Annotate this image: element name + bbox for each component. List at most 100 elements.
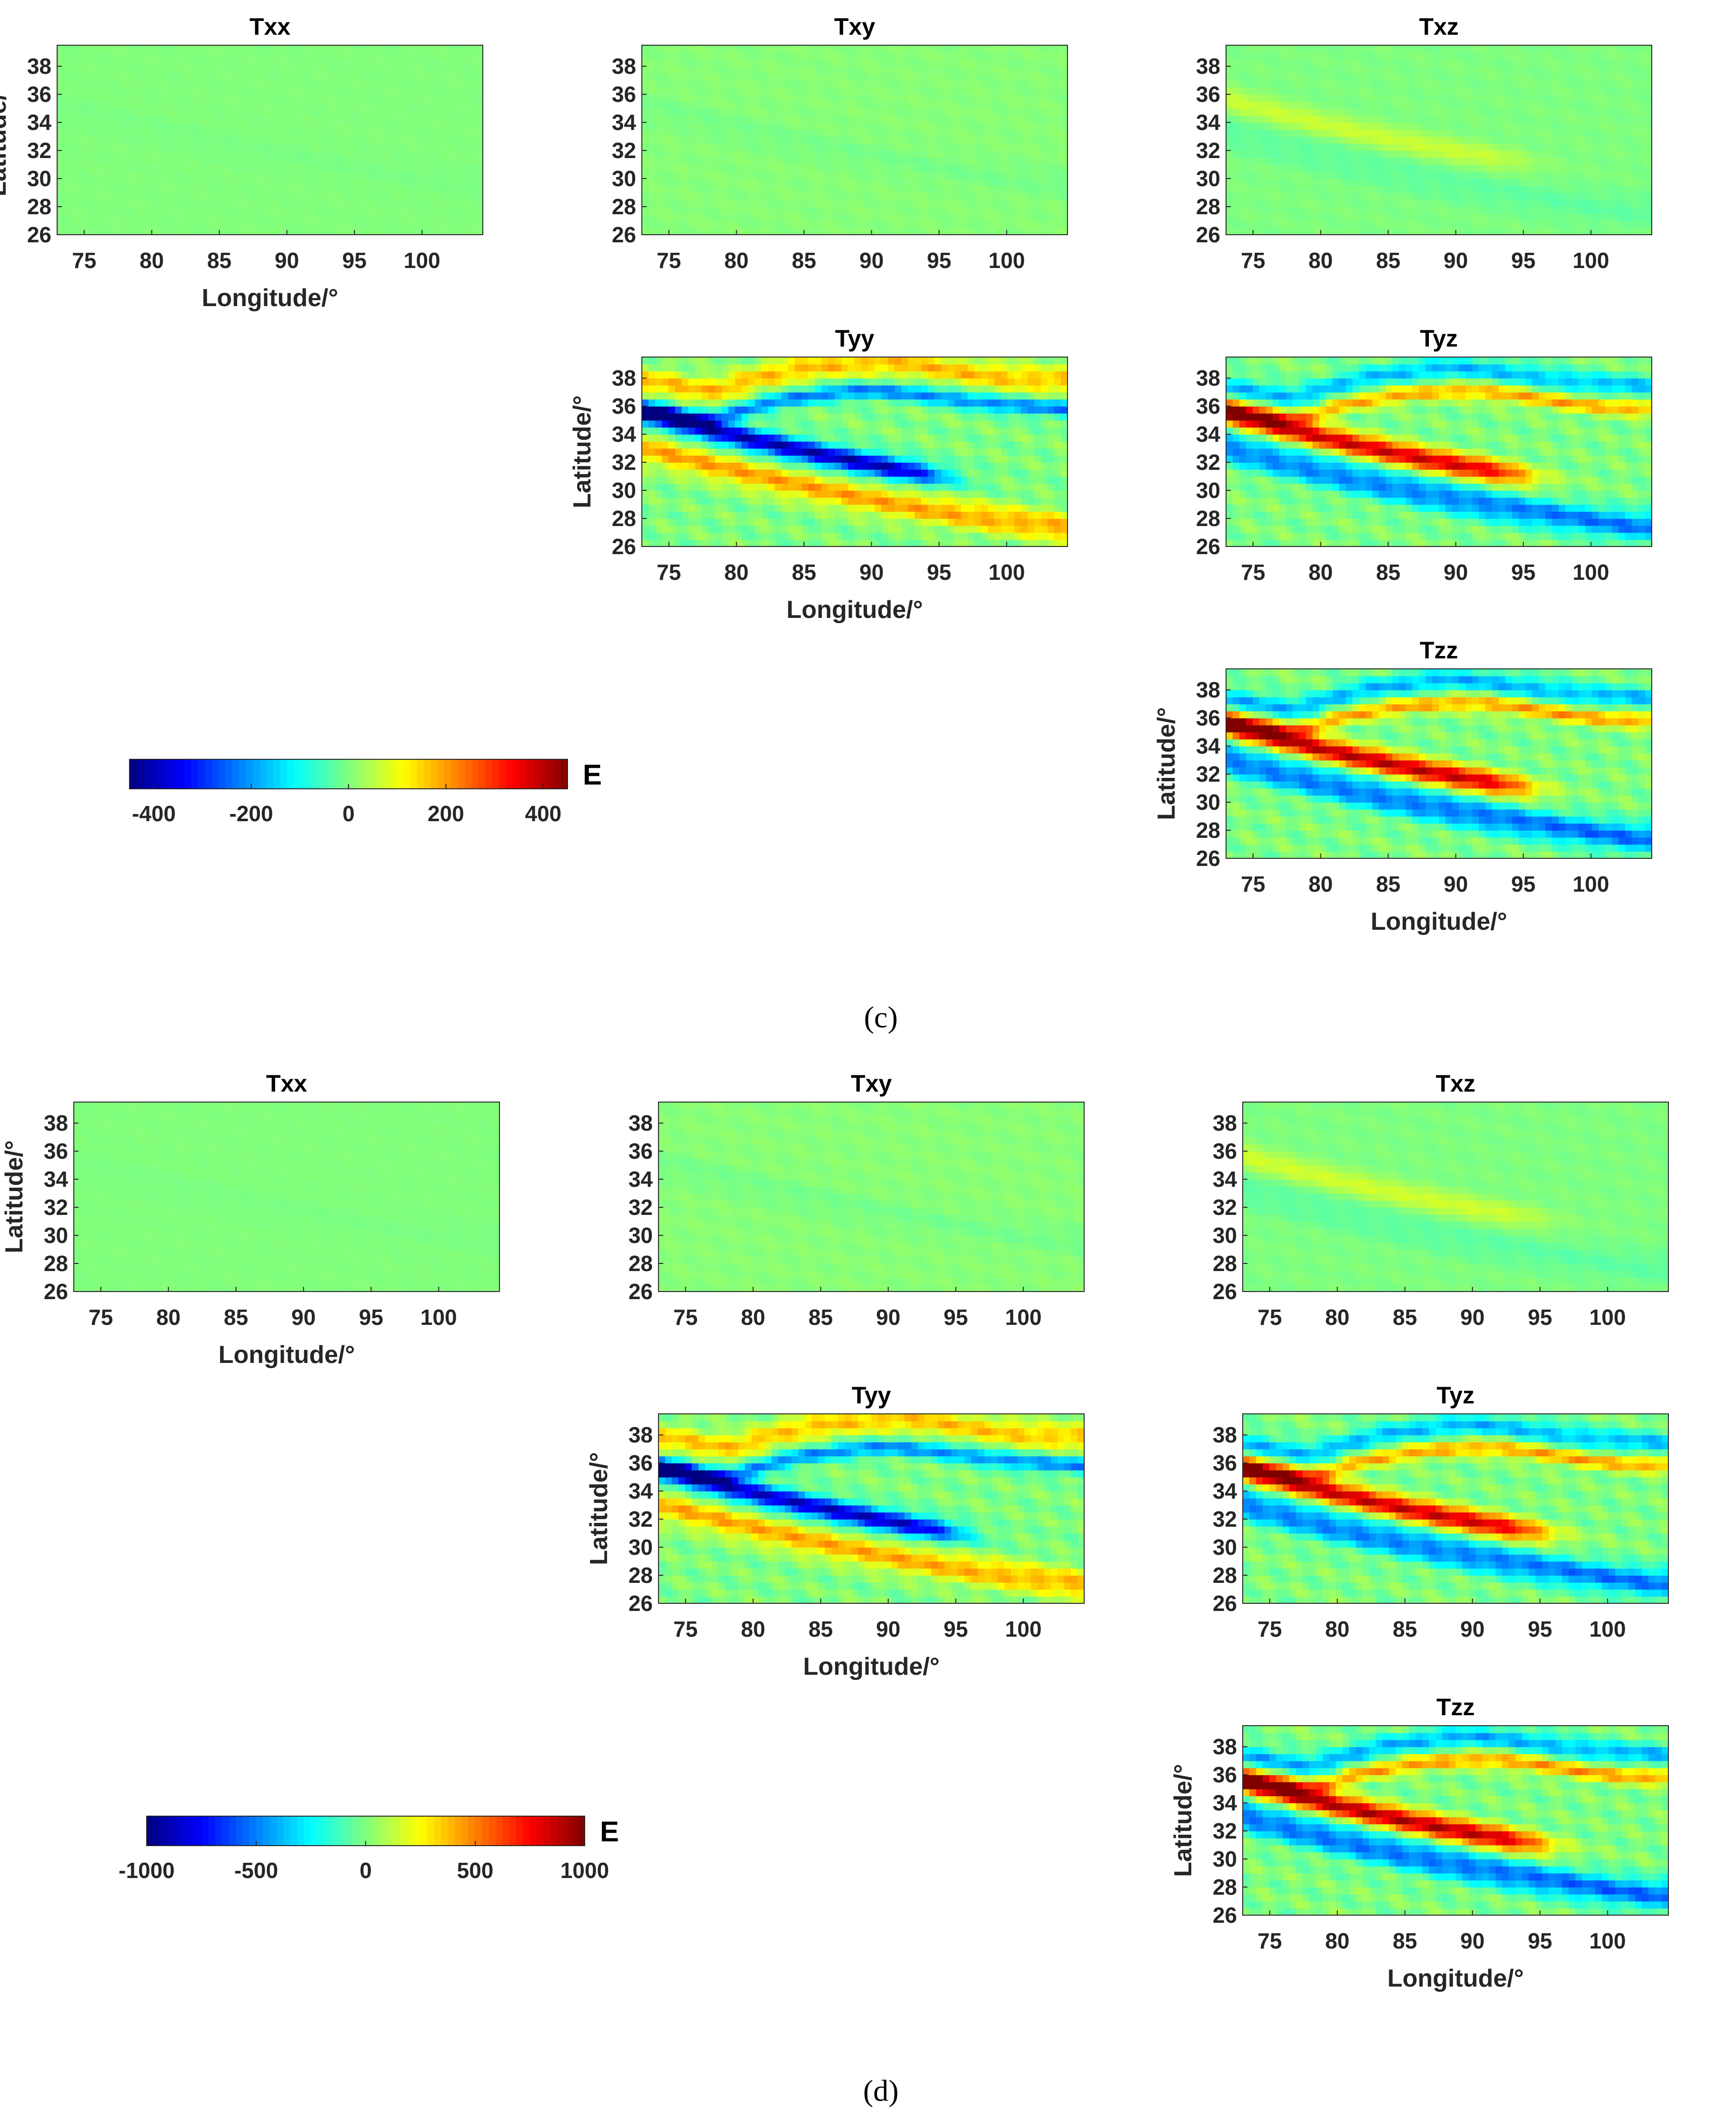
heat-cell: [941, 164, 948, 172]
heat-cell: [1432, 122, 1439, 130]
heat-cell: [761, 94, 769, 102]
heat-cell: [648, 179, 656, 186]
heat-cell: [323, 80, 330, 88]
heat-cell: [788, 164, 796, 172]
heat-cell: [941, 228, 948, 235]
heat-cell: [77, 94, 84, 102]
heat-cell: [197, 45, 204, 53]
heat-cell: [389, 185, 397, 193]
heat-cell: [463, 199, 470, 207]
heat-cell: [223, 94, 230, 102]
heat-cell: [1048, 115, 1055, 123]
heat-cell: [1054, 115, 1061, 123]
heat-cell: [1326, 150, 1333, 158]
heat-cell: [1379, 115, 1387, 123]
heat-cell: [416, 59, 424, 67]
heat-cell: [1352, 59, 1360, 67]
heat-cell: [1352, 101, 1360, 109]
heat-cell: [1419, 122, 1426, 130]
heat-cell: [416, 157, 424, 165]
heat-cell: [1538, 185, 1546, 193]
heat-cell: [821, 80, 828, 88]
heat-cell: [1406, 199, 1413, 207]
heat-cell: [476, 171, 483, 179]
heat-cell: [1041, 150, 1048, 158]
heat-cell: [183, 220, 191, 229]
heat-cell: [1532, 136, 1539, 144]
heat-cell: [994, 59, 1002, 67]
heat-cell: [210, 199, 218, 207]
heat-cell: [336, 129, 344, 137]
heat-cell: [1379, 228, 1387, 235]
heat-cell: [1558, 199, 1566, 207]
heat-cell: [748, 150, 756, 158]
heat-cell: [1292, 101, 1300, 109]
heat-cell: [908, 52, 915, 60]
heat-cell: [143, 87, 151, 95]
heat-cell: [1386, 101, 1393, 109]
heat-cell: [708, 108, 716, 116]
heat-cell: [755, 171, 762, 179]
heat-cell: [409, 108, 417, 116]
heat-cell: [456, 108, 463, 116]
heat-cell: [117, 220, 124, 229]
heat-cell: [203, 73, 211, 81]
heat-cell: [1472, 136, 1479, 144]
heat-cell: [815, 45, 822, 53]
heat-cell: [1472, 52, 1479, 60]
heat-cell: [981, 136, 988, 144]
heat-cell: [336, 150, 344, 158]
heat-cell: [1366, 45, 1373, 53]
heat-cell: [429, 199, 437, 207]
heat-cell: [1366, 164, 1373, 172]
heat-cell: [90, 220, 98, 229]
heat-cell: [103, 94, 111, 102]
heat-cell: [1239, 45, 1247, 53]
heat-cell: [855, 150, 862, 158]
heat-cell: [1312, 157, 1320, 165]
heat-cell: [761, 52, 769, 60]
heat-cell: [57, 136, 64, 144]
heat-cell: [463, 207, 470, 214]
heat-cell: [1578, 164, 1586, 172]
heat-cell: [1001, 143, 1008, 151]
heat-cell: [309, 129, 317, 137]
heat-cell: [908, 192, 915, 200]
heat-cell: [735, 207, 742, 214]
heat-cell: [1246, 136, 1253, 144]
heat-cell: [316, 73, 324, 81]
heat-cell: [476, 66, 483, 74]
heat-cell: [1472, 59, 1479, 67]
heat-cell: [237, 52, 244, 60]
heat-cell: [968, 220, 975, 229]
heat-cell: [183, 80, 191, 88]
heat-cell: [974, 164, 982, 172]
heat-cell: [163, 171, 171, 179]
heat-cell: [276, 52, 284, 60]
heat-cell: [961, 157, 968, 165]
heat-cell: [1578, 122, 1586, 130]
heat-cell: [383, 220, 390, 229]
heat-cell: [1372, 101, 1380, 109]
heat-cell: [775, 94, 782, 102]
heat-cell: [1558, 179, 1566, 186]
heat-cell: [961, 45, 968, 53]
heat-cell: [77, 179, 84, 186]
heat-cell: [1272, 207, 1280, 214]
heat-cell: [403, 122, 410, 130]
heat-cell: [1392, 80, 1399, 88]
heat-cell: [948, 164, 955, 172]
heat-cell: [143, 185, 151, 193]
heat-cell: [835, 80, 842, 88]
heat-cell: [456, 150, 463, 158]
heat-cell: [1465, 220, 1473, 229]
heat-cell: [423, 80, 430, 88]
heat-cell: [701, 185, 709, 193]
heat-cell: [436, 45, 443, 53]
heat-cell: [748, 143, 756, 151]
heat-cell: [1472, 73, 1479, 81]
heat-cell: [1545, 94, 1553, 102]
heat-cell: [309, 164, 317, 172]
heat-cell: [283, 213, 290, 221]
heat-cell: [336, 220, 344, 229]
